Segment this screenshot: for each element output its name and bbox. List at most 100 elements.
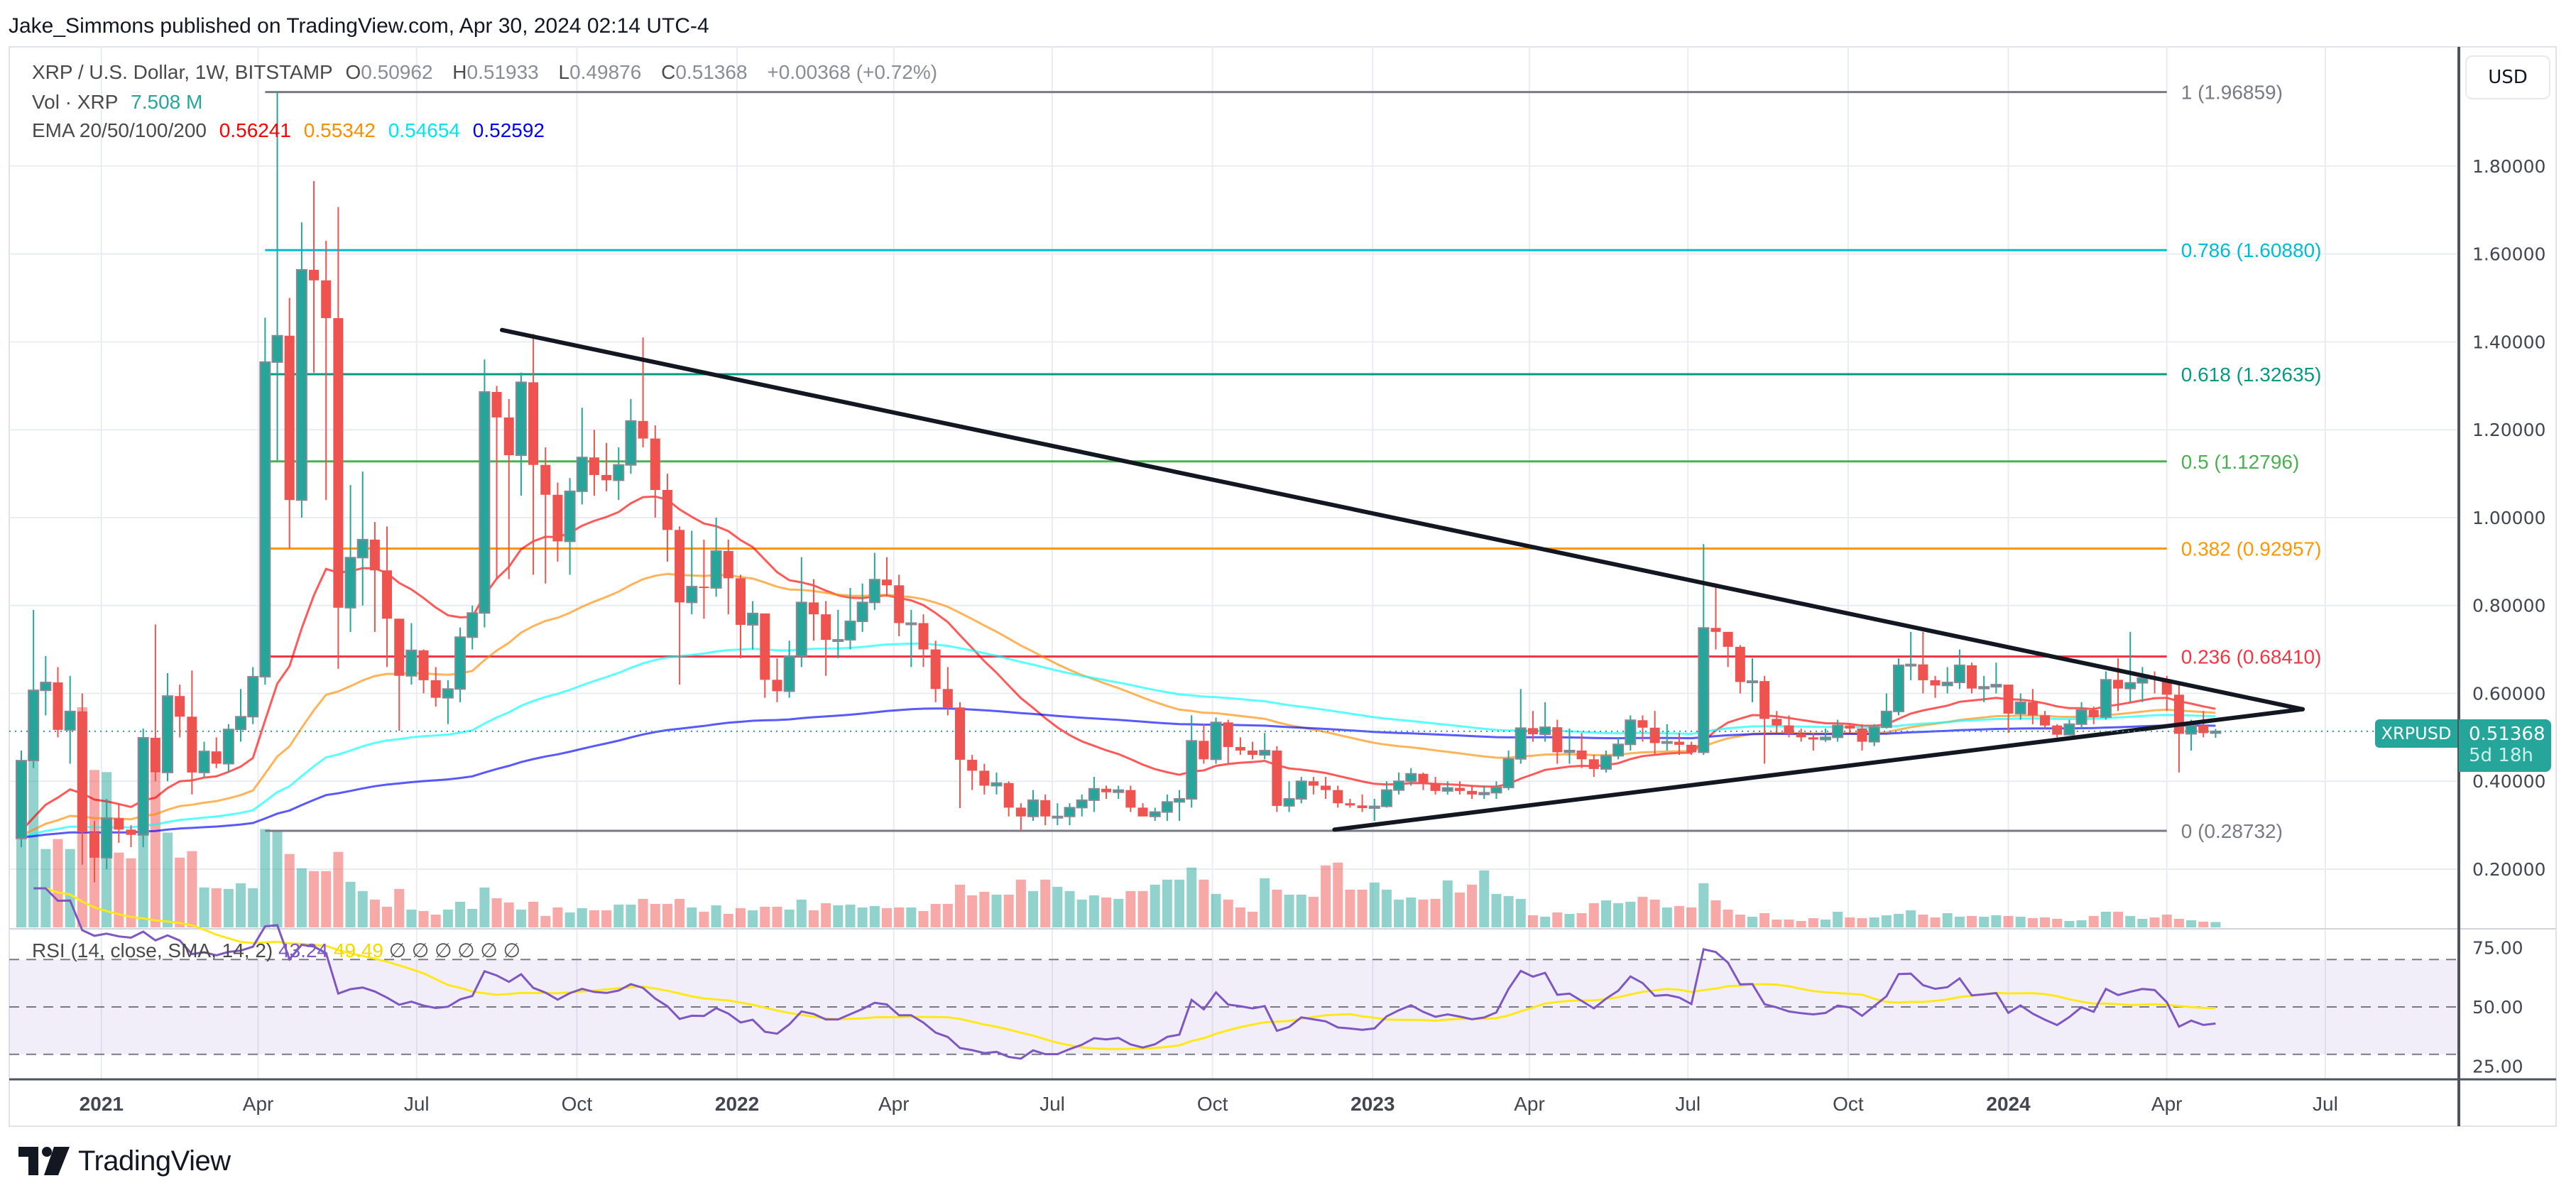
volume-bar	[748, 910, 758, 927]
rsi-label[interactable]: RSI (14, close, SMA, 14, 2)	[32, 939, 273, 961]
volume-bar	[699, 911, 709, 927]
candle	[491, 386, 502, 579]
volume-bar	[2088, 915, 2099, 927]
volume-bar	[589, 910, 599, 927]
candle	[1868, 724, 1880, 746]
candle-body	[1210, 721, 1222, 761]
candle-body	[1600, 755, 1612, 770]
volume-bar	[1345, 889, 1355, 927]
candle-body	[1345, 803, 1355, 806]
ema100-value: 0.54654	[388, 119, 460, 141]
volume-bar	[1942, 912, 1953, 927]
volume-bar	[1845, 917, 1855, 927]
volume-bar	[1248, 911, 1258, 927]
candle-body	[1772, 719, 1782, 726]
rsi-axis-tick: 75.00	[2472, 938, 2523, 959]
candle-body	[1064, 807, 1076, 817]
volume-bar	[2064, 920, 2075, 927]
candles	[16, 92, 2222, 883]
candle-body	[1076, 799, 1088, 809]
volume-bar	[552, 907, 563, 927]
candle-body	[844, 620, 856, 641]
volume-value: 7.508 M	[131, 91, 203, 113]
tradingview-logo[interactable]: TradingView	[18, 1145, 231, 1177]
candle	[271, 92, 283, 461]
candle	[466, 605, 479, 650]
candle	[1515, 689, 1527, 764]
candle-body	[1502, 758, 1515, 788]
volume-bar	[114, 852, 124, 927]
candle	[418, 649, 429, 694]
candle-body	[53, 682, 63, 730]
candle-body	[1868, 726, 1880, 743]
candle-body	[394, 618, 405, 676]
time-axis-tick: Jul	[1675, 1093, 1701, 1115]
time-axis-tick: Oct	[562, 1093, 593, 1115]
volume-bar	[1125, 890, 1136, 927]
volume-bar	[2210, 922, 2221, 927]
candle	[1698, 544, 1710, 756]
fib-level-label: 0.786 (1.60880)	[2181, 239, 2322, 261]
candle-body	[1953, 664, 1965, 684]
volume-bar	[711, 905, 721, 927]
volume-bar	[1308, 896, 1319, 927]
candle-body	[187, 716, 197, 773]
candle-body	[1819, 736, 1831, 741]
candle	[2063, 719, 2075, 736]
time-axis-tick: Jul	[2313, 1093, 2338, 1115]
candle	[699, 539, 709, 619]
volume-bar	[1064, 890, 1075, 927]
candle-body	[625, 420, 637, 466]
candle	[1052, 803, 1064, 826]
currency-button[interactable]: USD	[2465, 55, 2550, 99]
volume-bar	[150, 773, 160, 927]
volume-bar	[1333, 862, 1343, 927]
volume-bar	[857, 907, 868, 927]
volume-bar	[930, 903, 941, 927]
candle	[1478, 785, 1490, 799]
candle-body	[795, 601, 807, 657]
open-value: 0.50962	[361, 61, 433, 83]
volume-bar	[1503, 895, 1514, 927]
volume-label[interactable]: Vol · XRP	[32, 91, 119, 113]
candle-body	[1857, 728, 1867, 742]
ema-label[interactable]: EMA 20/50/100/200	[32, 119, 207, 141]
symbol-name[interactable]: XRP / U.S. Dollar, 1W, BITSTAMP	[32, 61, 333, 83]
volume-bar	[248, 888, 258, 927]
candle-body	[333, 318, 344, 608]
volume-bar	[236, 883, 246, 927]
candle	[1088, 777, 1100, 812]
candle	[1199, 724, 1209, 764]
candle-body	[723, 550, 733, 579]
candle	[89, 820, 100, 883]
volume-bar	[1479, 870, 1490, 927]
time-axis-tick: 2024	[1986, 1093, 2031, 1115]
candle-body	[1612, 743, 1625, 757]
candle-body	[28, 690, 40, 762]
candle	[881, 557, 892, 597]
candle-body	[650, 438, 660, 490]
candle	[942, 667, 953, 716]
volume-bar	[2027, 917, 2038, 927]
candle	[1953, 649, 1965, 690]
candle-body	[589, 457, 599, 475]
candle-body	[2014, 701, 2026, 714]
volume-bar	[1150, 884, 1160, 927]
time-axis-tick: Apr	[878, 1093, 910, 1115]
candle-body	[710, 550, 722, 589]
candle-body	[1418, 773, 1429, 784]
candle	[1649, 711, 1660, 756]
volume-bar	[491, 898, 502, 927]
candle-body	[1490, 786, 1502, 794]
volume-bar	[675, 898, 685, 927]
candle	[662, 474, 672, 562]
symbol-price-tag: XRPUSD	[2375, 719, 2457, 748]
candle	[247, 667, 259, 724]
volume-bar	[1223, 899, 1233, 927]
candle-body	[1539, 726, 1551, 736]
candle-body	[735, 578, 746, 625]
candle-body	[1746, 680, 1758, 684]
candle-body	[856, 601, 868, 622]
candle-body	[613, 464, 625, 481]
